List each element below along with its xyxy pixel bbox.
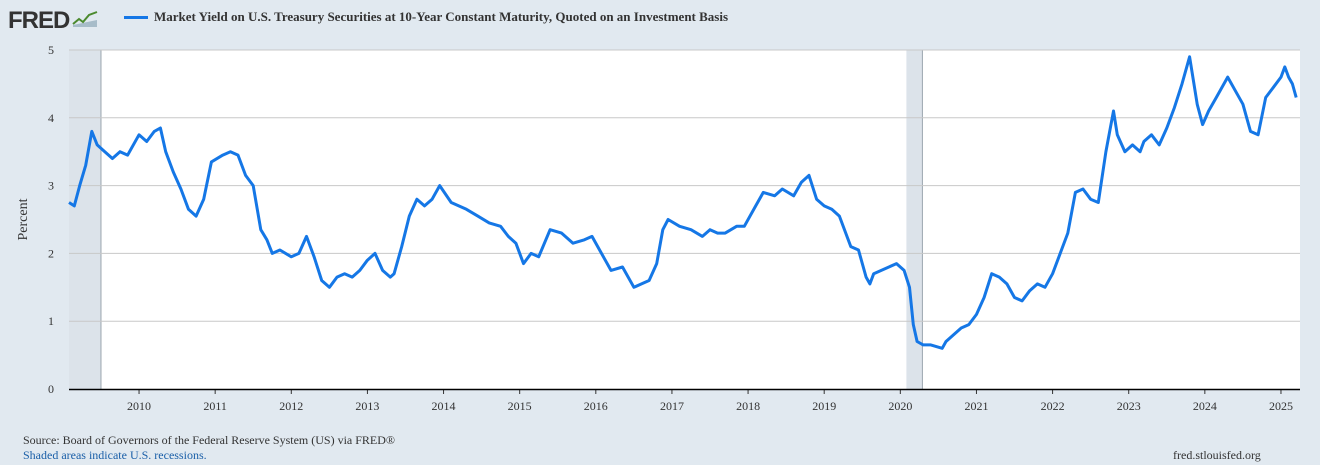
- x-tick-label: 2020: [888, 399, 912, 413]
- x-tick-label: 2015: [508, 399, 532, 413]
- recession-band: [69, 50, 101, 389]
- recession-note[interactable]: Shaded areas indicate U.S. recessions.: [23, 448, 207, 462]
- x-tick-label: 2019: [812, 399, 836, 413]
- x-axis-ticks: 2010 2011 2012 2013 2014 2015 2016 2017 2018 2019…: [127, 389, 1293, 413]
- x-tick-label: 2024: [1193, 399, 1217, 413]
- series-line: [68, 55, 1298, 350]
- x-tick-label: 2021: [964, 399, 988, 413]
- plot-area: [69, 50, 1300, 389]
- logo-text: FRED: [8, 7, 70, 34]
- x-tick-label: 2010: [127, 399, 151, 413]
- x-tick-label: 2016: [584, 399, 608, 413]
- x-tick-label: 2023: [1117, 399, 1141, 413]
- y-axis-label: Percent: [16, 198, 31, 240]
- x-tick-label: 2013: [355, 399, 379, 413]
- y-tick-label: 5: [48, 43, 54, 57]
- y-tick-label: 0: [48, 382, 54, 396]
- recession-shading: [69, 50, 923, 389]
- x-tick-label: 2025: [1269, 399, 1293, 413]
- legend-swatch: [124, 15, 148, 19]
- x-tick-label: 2014: [432, 399, 456, 413]
- series-group: [68, 55, 1298, 350]
- legend-series-title: Market Yield on U.S. Treasury Securities…: [154, 9, 729, 24]
- header: FRED: [8, 6, 99, 36]
- chart-legend: Market Yield on U.S. Treasury Securities…: [124, 9, 728, 25]
- x-tick-label: 2022: [1041, 399, 1065, 413]
- y-tick-label: 4: [48, 111, 54, 125]
- fred-logo[interactable]: FRED: [8, 7, 99, 35]
- y-tick-label: 1: [48, 314, 54, 328]
- source-note: Source: Board of Governors of the Federa…: [23, 433, 396, 447]
- recession-band: [906, 50, 923, 389]
- site-link[interactable]: fred.stlouisfed.org: [1173, 448, 1261, 462]
- x-tick-label: 2018: [736, 399, 760, 413]
- y-axis-ticks: 0 1 2 3 4 5: [48, 43, 54, 396]
- x-tick-label: 2011: [203, 399, 227, 413]
- x-tick-label: 2017: [660, 399, 684, 413]
- y-tick-label: 2: [48, 246, 54, 260]
- line-chart-icon: [72, 7, 99, 35]
- y-tick-label: 3: [48, 179, 54, 193]
- x-tick-label: 2012: [279, 399, 303, 413]
